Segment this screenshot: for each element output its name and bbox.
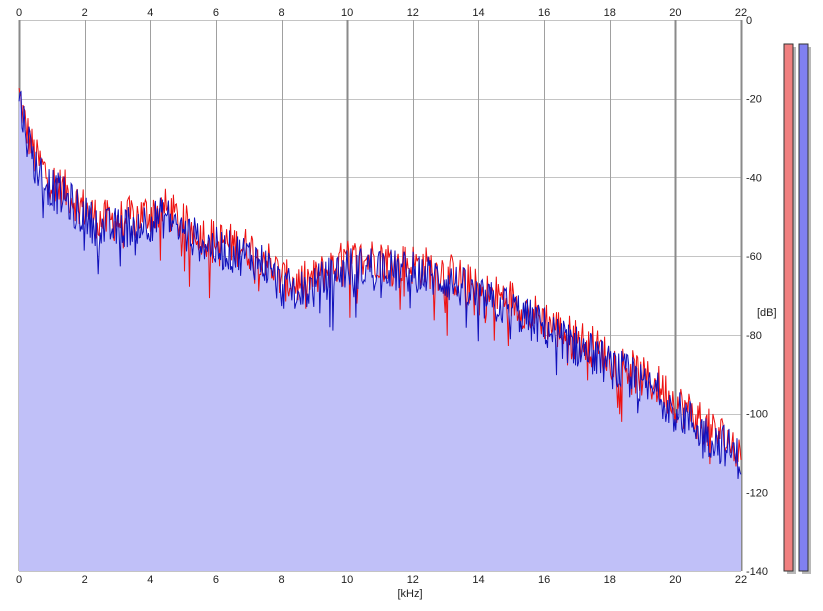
x-tick-label-top: 6 (213, 7, 219, 19)
spectrum-line-blue (18, 90, 742, 479)
y-tick-labels: 0 -20 -40 -60 -80 -100 -120 -140 (746, 15, 768, 578)
y-tick-label: -40 (746, 172, 762, 184)
y-tick-label: -140 (746, 566, 768, 578)
x-tick-label-bottom: 4 (147, 574, 153, 586)
y-axis-label: [dB] (757, 307, 777, 319)
x-tick-label-top: 2 (82, 7, 88, 19)
y-tick-label: 0 (746, 15, 752, 27)
y-tick-label: -60 (746, 251, 762, 263)
x-tick-label-bottom: 16 (538, 574, 550, 586)
level-meters (783, 43, 811, 574)
x-tick-label-top: 20 (669, 7, 681, 19)
x-tick-label-bottom: 20 (669, 574, 681, 586)
x-tick-labels-bottom: 0 2 4 6 8 10 12 14 16 18 20 22 (16, 574, 747, 586)
x-tick-label-top: 14 (472, 7, 484, 19)
x-tick-label-bottom: 18 (604, 574, 616, 586)
x-tick-label-top: 22 (735, 7, 747, 19)
x-tick-label-top: 8 (278, 7, 284, 19)
x-tick-label-bottom: 0 (16, 574, 22, 586)
x-tick-label-bottom: 2 (82, 574, 88, 586)
x-tick-label-bottom: 10 (341, 574, 353, 586)
level-meter-bar (783, 43, 794, 572)
x-tick-label-bottom: 22 (735, 574, 747, 586)
level-meter-bar (798, 43, 809, 572)
x-tick-label-top: 16 (538, 7, 550, 19)
y-tick-label: -20 (746, 94, 762, 106)
x-tick-label-top: 12 (407, 7, 419, 19)
x-tick-label-bottom: 8 (278, 574, 284, 586)
x-tick-label-bottom: 12 (407, 574, 419, 586)
spectrum-fill (19, 91, 741, 572)
x-tick-label-top: 10 (341, 7, 353, 19)
spectrum-lines (18, 88, 742, 479)
x-tick-label-top: 18 (604, 7, 616, 19)
y-tick-label: -100 (746, 409, 768, 421)
spectrum-area (19, 91, 741, 572)
x-tick-label-bottom: 14 (472, 574, 484, 586)
x-tick-labels-top: 0 2 4 6 8 10 12 14 16 18 20 22 (16, 7, 747, 19)
x-tick-label-top: 0 (16, 7, 22, 19)
x-axis-label: [kHz] (397, 588, 422, 600)
x-tick-label-bottom: 6 (213, 574, 219, 586)
y-tick-label: -80 (746, 330, 762, 342)
y-tick-label: -120 (746, 487, 768, 499)
x-tick-label-top: 4 (147, 7, 153, 19)
